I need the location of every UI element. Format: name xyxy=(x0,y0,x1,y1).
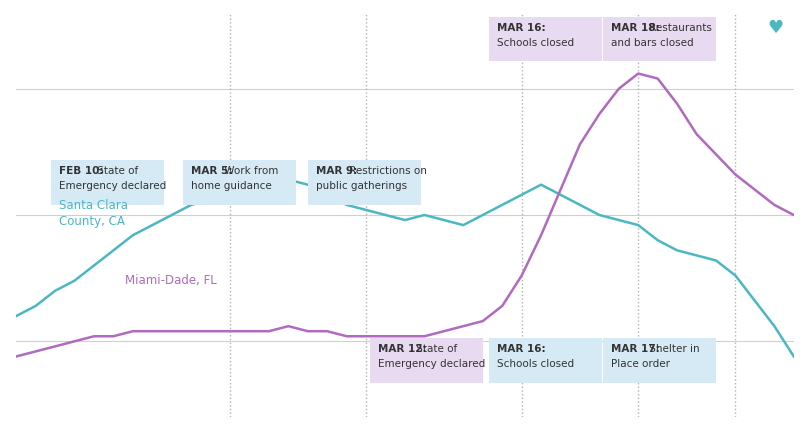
Text: State of: State of xyxy=(94,166,139,176)
Text: MAR 18:: MAR 18: xyxy=(611,23,659,33)
Text: public gatherings: public gatherings xyxy=(316,181,407,191)
Text: Restaurants: Restaurants xyxy=(646,23,712,33)
Text: MAR 5:: MAR 5: xyxy=(191,166,232,176)
Text: MAR 17:: MAR 17: xyxy=(611,344,660,354)
Text: State of: State of xyxy=(413,344,458,354)
Text: MAR 9:: MAR 9: xyxy=(316,166,357,176)
Text: FEB 10:: FEB 10: xyxy=(59,166,104,176)
Text: Place order: Place order xyxy=(611,359,670,369)
FancyBboxPatch shape xyxy=(603,338,716,383)
FancyBboxPatch shape xyxy=(370,338,483,383)
Text: Restrictions on: Restrictions on xyxy=(346,166,427,176)
Text: Miami-Dade, FL: Miami-Dade, FL xyxy=(125,274,217,287)
Text: Santa Clara
County, CA: Santa Clara County, CA xyxy=(59,199,128,228)
FancyBboxPatch shape xyxy=(183,160,296,205)
Text: Schools closed: Schools closed xyxy=(497,359,573,369)
Text: Shelter in: Shelter in xyxy=(646,344,700,354)
Text: MAR 16:: MAR 16: xyxy=(497,344,545,354)
Text: ♥: ♥ xyxy=(768,19,784,37)
Text: MAR 16:: MAR 16: xyxy=(497,23,545,33)
Text: Emergency declared: Emergency declared xyxy=(377,359,485,369)
Text: home guidance: home guidance xyxy=(191,181,272,191)
FancyBboxPatch shape xyxy=(489,338,602,383)
Text: and bars closed: and bars closed xyxy=(611,37,693,48)
Text: Work from: Work from xyxy=(221,166,279,176)
FancyBboxPatch shape xyxy=(489,17,602,61)
Text: Schools closed: Schools closed xyxy=(497,37,573,48)
FancyBboxPatch shape xyxy=(308,160,420,205)
Text: MAR 12:: MAR 12: xyxy=(377,344,426,354)
Text: Emergency declared: Emergency declared xyxy=(59,181,166,191)
FancyBboxPatch shape xyxy=(51,160,164,205)
FancyBboxPatch shape xyxy=(603,17,716,61)
